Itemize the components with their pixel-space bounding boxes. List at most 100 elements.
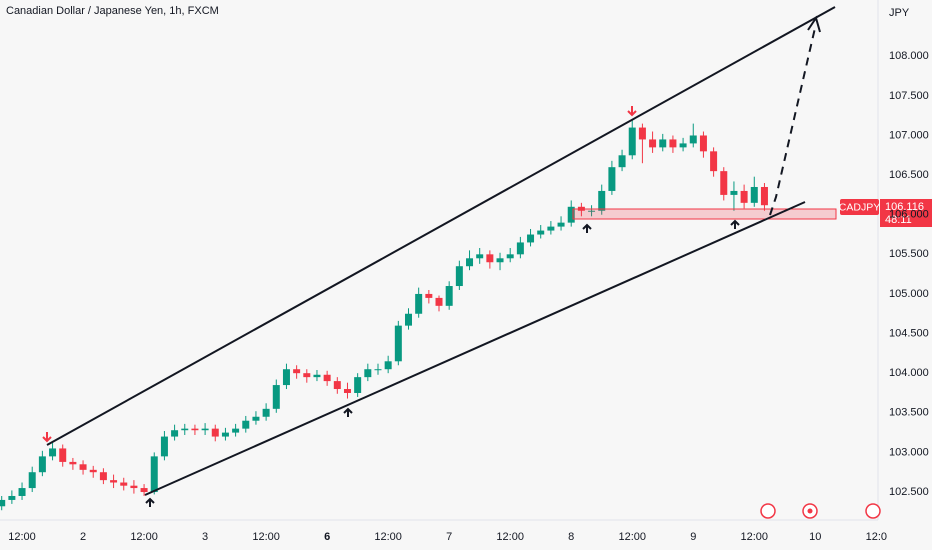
support-zone <box>572 208 837 220</box>
channel-upper <box>46 6 836 446</box>
projection-arrow <box>769 27 816 216</box>
symbol-label: CADJPY <box>839 201 880 213</box>
event-icon-dot <box>807 508 813 514</box>
candle-body <box>425 293 433 298</box>
candle-body <box>181 428 189 431</box>
candle-body <box>405 313 412 326</box>
y-tick-label: 107.000 <box>889 129 929 141</box>
candle-body <box>262 408 270 417</box>
x-tick-label: 2 <box>80 531 86 543</box>
x-tick-label: 12:00 <box>252 531 280 543</box>
down-marker <box>42 432 52 443</box>
y-tick-label: 106.500 <box>889 169 929 181</box>
candle-body <box>171 430 179 437</box>
candle-body <box>730 190 738 195</box>
candle-body <box>221 432 229 437</box>
candle-body <box>628 127 636 156</box>
candle-body <box>394 325 402 362</box>
candle-body <box>69 461 77 465</box>
candle-body <box>608 167 616 191</box>
candle-body <box>476 254 484 259</box>
candle-body <box>649 139 657 148</box>
candle-body <box>435 297 443 306</box>
x-tick-label: 12:00 <box>496 531 524 543</box>
candle-body <box>760 186 768 206</box>
down-marker <box>627 106 637 117</box>
x-tick-label: 6 <box>324 531 330 543</box>
candle-body <box>49 448 57 457</box>
candle-body <box>567 206 575 223</box>
candle-body <box>506 254 514 259</box>
candle-body <box>527 234 535 243</box>
candle-body <box>272 385 280 409</box>
candle-body <box>516 242 524 255</box>
x-tick-label: 12:00 <box>741 531 769 543</box>
x-tick-label: 3 <box>202 531 208 543</box>
candle-body <box>689 135 697 144</box>
up-marker <box>145 497 155 507</box>
y-tick-label: 103.000 <box>889 446 929 458</box>
candle-body <box>313 374 321 378</box>
candle-body <box>130 485 138 489</box>
candle-body <box>445 286 453 306</box>
x-tick-label: 12:00 <box>618 531 646 543</box>
candle-body <box>415 293 423 314</box>
candle-body <box>59 448 67 462</box>
candle-body <box>557 222 565 227</box>
candle-body <box>364 369 372 378</box>
candle-body <box>547 226 555 231</box>
candle-body <box>669 139 677 148</box>
y-tick-label: 102.500 <box>889 486 929 498</box>
y-tick-label: 106.000 <box>889 209 929 221</box>
candle-body <box>710 151 718 172</box>
candle-body <box>740 190 748 203</box>
y-axis-unit: JPY <box>889 7 910 19</box>
x-tick-label: 8 <box>568 531 574 543</box>
candle-body <box>537 230 545 235</box>
candle-body <box>0 499 6 507</box>
x-tick-label: 12:0 <box>866 531 887 543</box>
candle-body <box>699 135 707 152</box>
y-tick-label: 105.000 <box>889 288 929 300</box>
symbol-tag <box>840 199 879 215</box>
countdown: 48:11 <box>885 214 912 226</box>
candle-body <box>242 420 250 429</box>
event-icon[interactable] <box>760 503 776 519</box>
candle-body <box>211 428 219 437</box>
candle-body <box>303 373 311 378</box>
up-marker <box>730 219 740 229</box>
last-price-tag <box>880 199 932 227</box>
candle-body <box>293 369 301 374</box>
channel-lower <box>144 201 806 496</box>
event-icon[interactable] <box>865 503 881 519</box>
candle-body <box>191 428 199 431</box>
y-tick-label: 104.500 <box>889 327 929 339</box>
candle-body <box>201 428 209 431</box>
candle-body <box>28 472 36 489</box>
x-tick-label: 12:00 <box>130 531 158 543</box>
projection-arrowhead <box>807 15 821 33</box>
up-marker <box>582 223 592 233</box>
y-tick-label: 107.500 <box>889 90 929 102</box>
x-tick-label: 12:00 <box>374 531 402 543</box>
candle-body <box>588 210 596 212</box>
candle-body <box>720 171 728 195</box>
candle-body <box>466 258 474 267</box>
x-tick-label: 9 <box>690 531 696 543</box>
y-tick-label: 108.000 <box>889 50 929 62</box>
candle-body <box>750 186 758 203</box>
candle-body <box>89 469 97 473</box>
candle-body <box>140 488 148 493</box>
candle-body <box>160 436 168 457</box>
candle-body <box>374 369 382 371</box>
candle-body <box>455 266 463 287</box>
candle-body <box>79 464 87 470</box>
x-tick-label: 10 <box>809 531 821 543</box>
candle-body <box>8 495 16 500</box>
candle-body <box>638 127 646 140</box>
candle-body <box>99 472 107 481</box>
candle-body <box>384 361 392 370</box>
candle-body <box>120 482 128 486</box>
y-tick-label: 103.500 <box>889 407 929 419</box>
